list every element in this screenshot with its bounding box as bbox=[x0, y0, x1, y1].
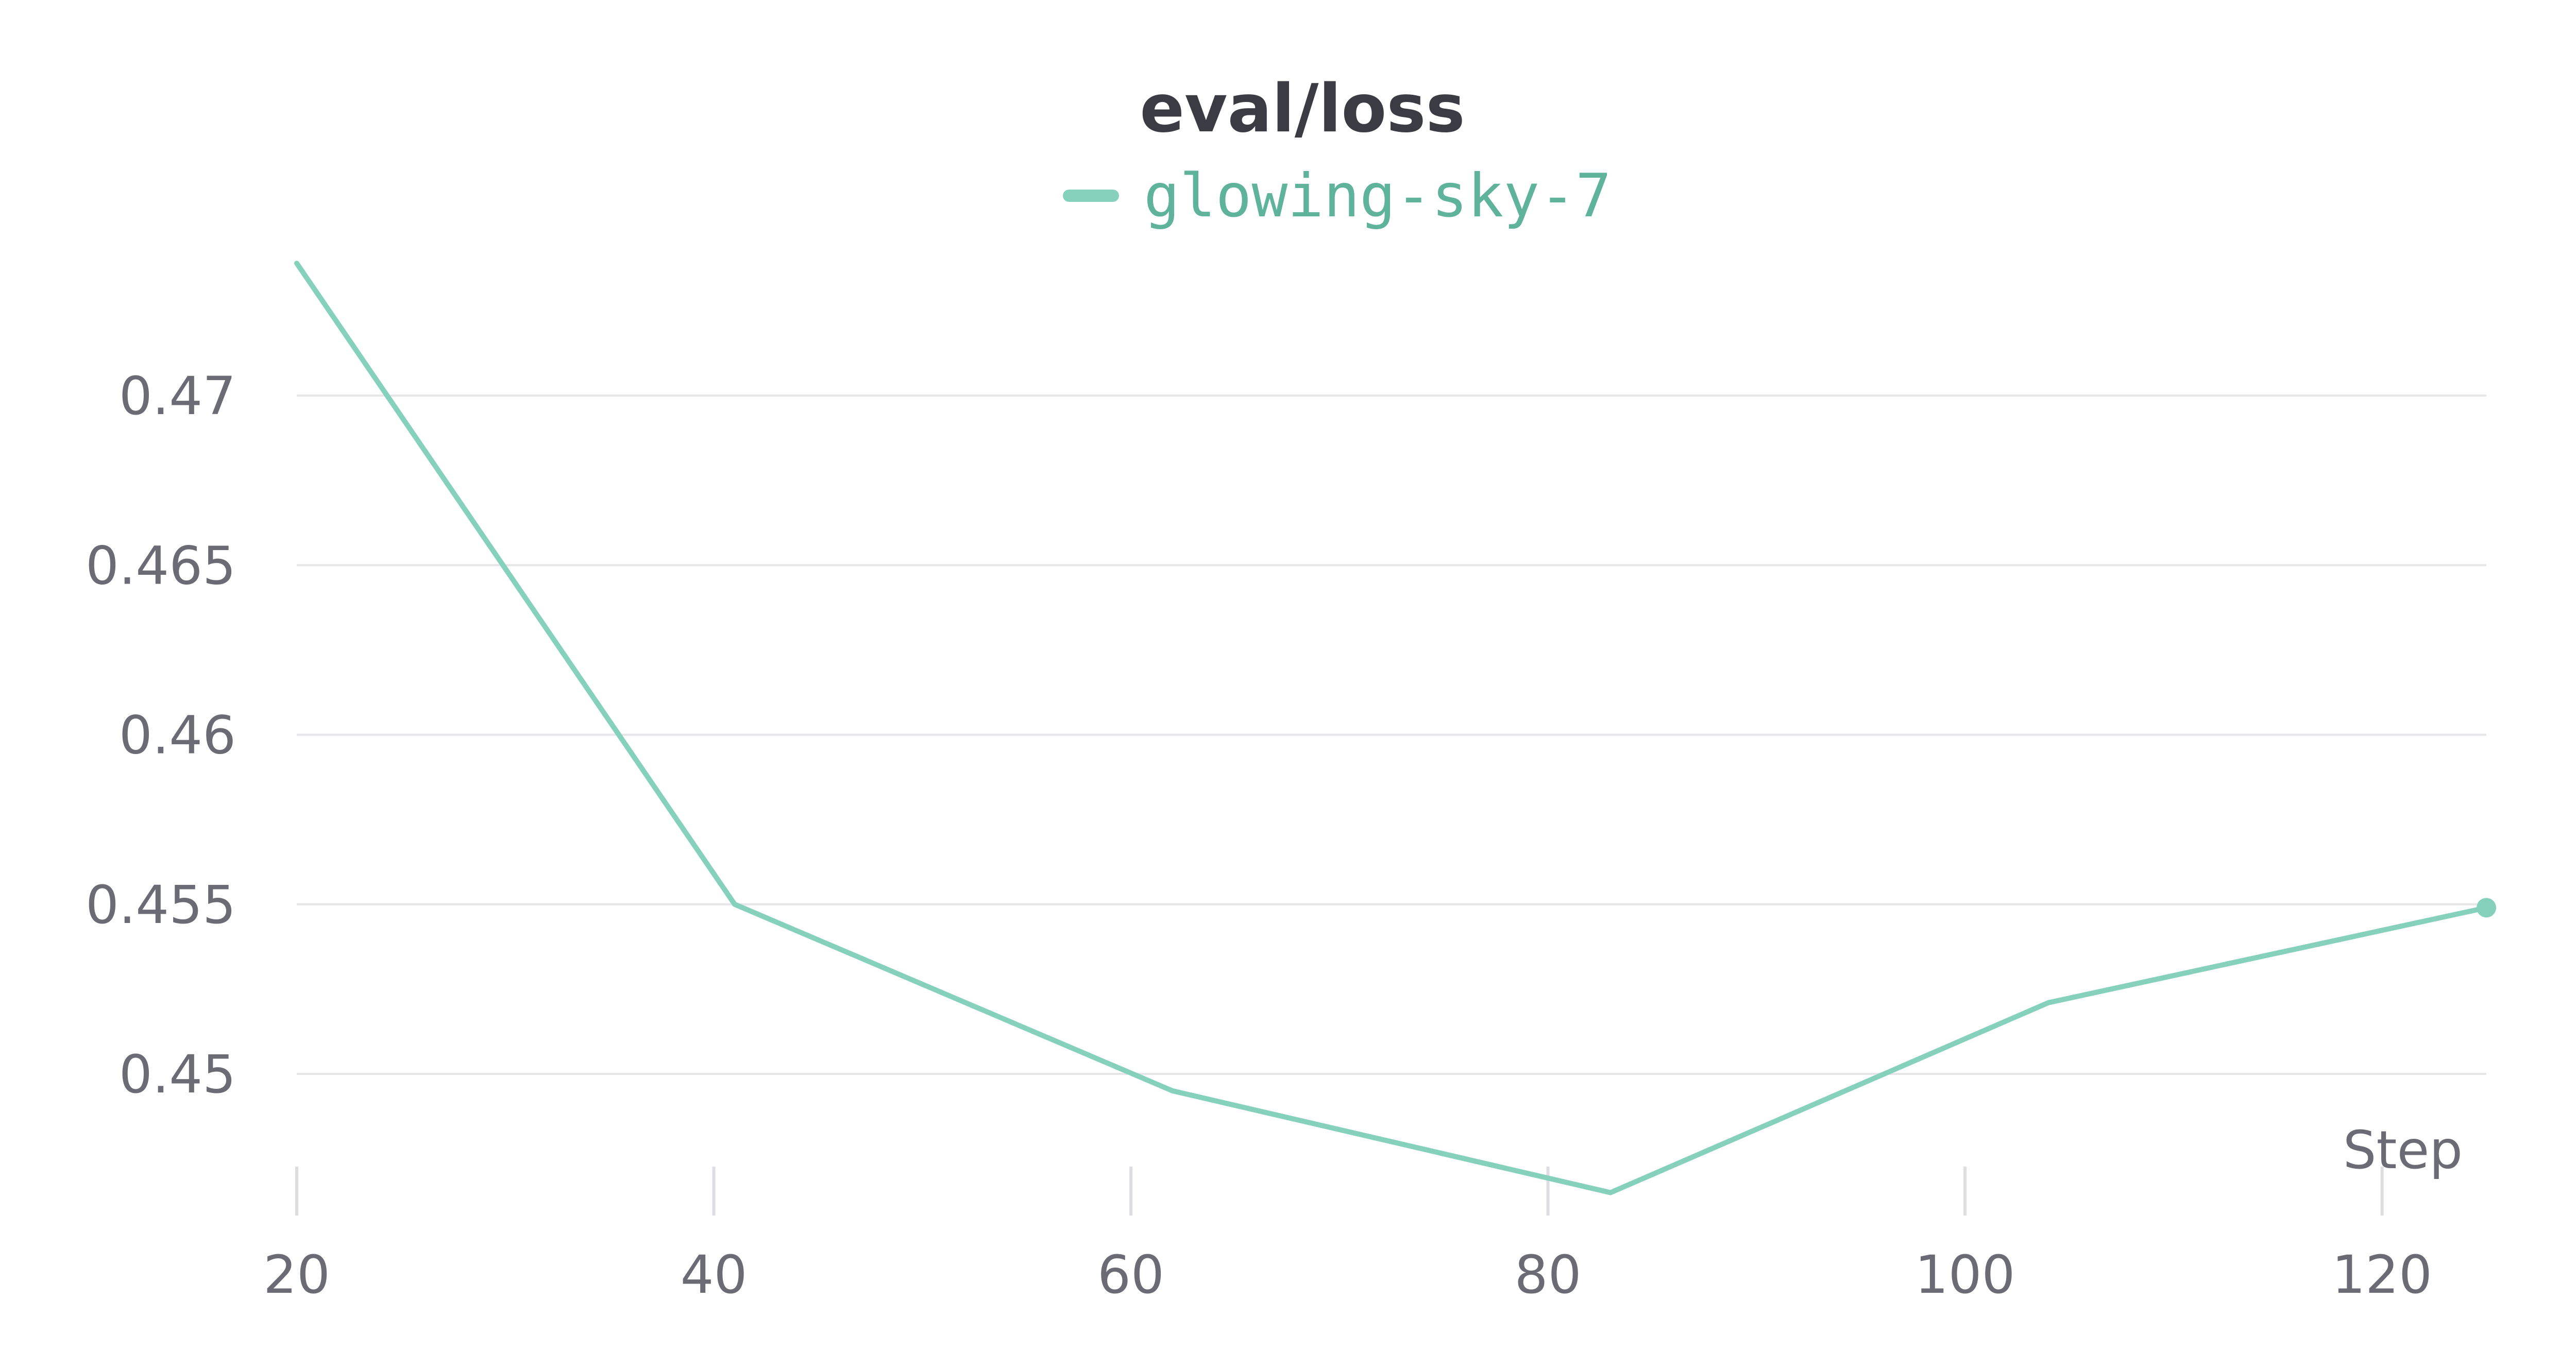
y-tick-label: 0.47 bbox=[119, 366, 236, 427]
x-axis-ticks bbox=[295, 1167, 2384, 1216]
chart-title: eval/loss bbox=[1140, 71, 1465, 147]
series-line-glowing-sky-7[interactable] bbox=[294, 261, 2489, 1195]
x-tick-label: 100 bbox=[1915, 1244, 2015, 1306]
data-point[interactable] bbox=[730, 899, 740, 910]
x-axis-title: Step bbox=[2343, 1120, 2463, 1181]
data-point[interactable] bbox=[292, 258, 302, 268]
x-tick-label: 80 bbox=[1515, 1244, 1582, 1306]
data-point[interactable] bbox=[1605, 1187, 1616, 1198]
data-point[interactable] bbox=[1167, 1086, 1178, 1096]
x-tick-label: 60 bbox=[1097, 1244, 1164, 1306]
y-tick-label: 0.465 bbox=[86, 535, 236, 596]
series-end-marker[interactable] bbox=[2477, 898, 2496, 918]
series-layer bbox=[292, 258, 2496, 1198]
y-tick-label: 0.46 bbox=[119, 705, 236, 766]
y-axis-labels: 0.45 0.455 0.46 0.465 0.47 bbox=[86, 366, 236, 1105]
x-tick-label: 40 bbox=[681, 1244, 748, 1306]
x-tick-label: 20 bbox=[263, 1244, 330, 1306]
x-tick-label: 120 bbox=[2332, 1244, 2432, 1306]
legend-label: glowing-sky-7 bbox=[1144, 161, 1612, 231]
y-tick-label: 0.455 bbox=[86, 875, 236, 936]
y-tick-label: 0.45 bbox=[119, 1044, 236, 1105]
x-axis-labels: 20 40 60 80 100 120 bbox=[263, 1244, 2432, 1306]
data-point[interactable] bbox=[2043, 998, 2054, 1008]
grid bbox=[297, 395, 2486, 1075]
legend[interactable]: glowing-sky-7 bbox=[1063, 161, 1612, 231]
